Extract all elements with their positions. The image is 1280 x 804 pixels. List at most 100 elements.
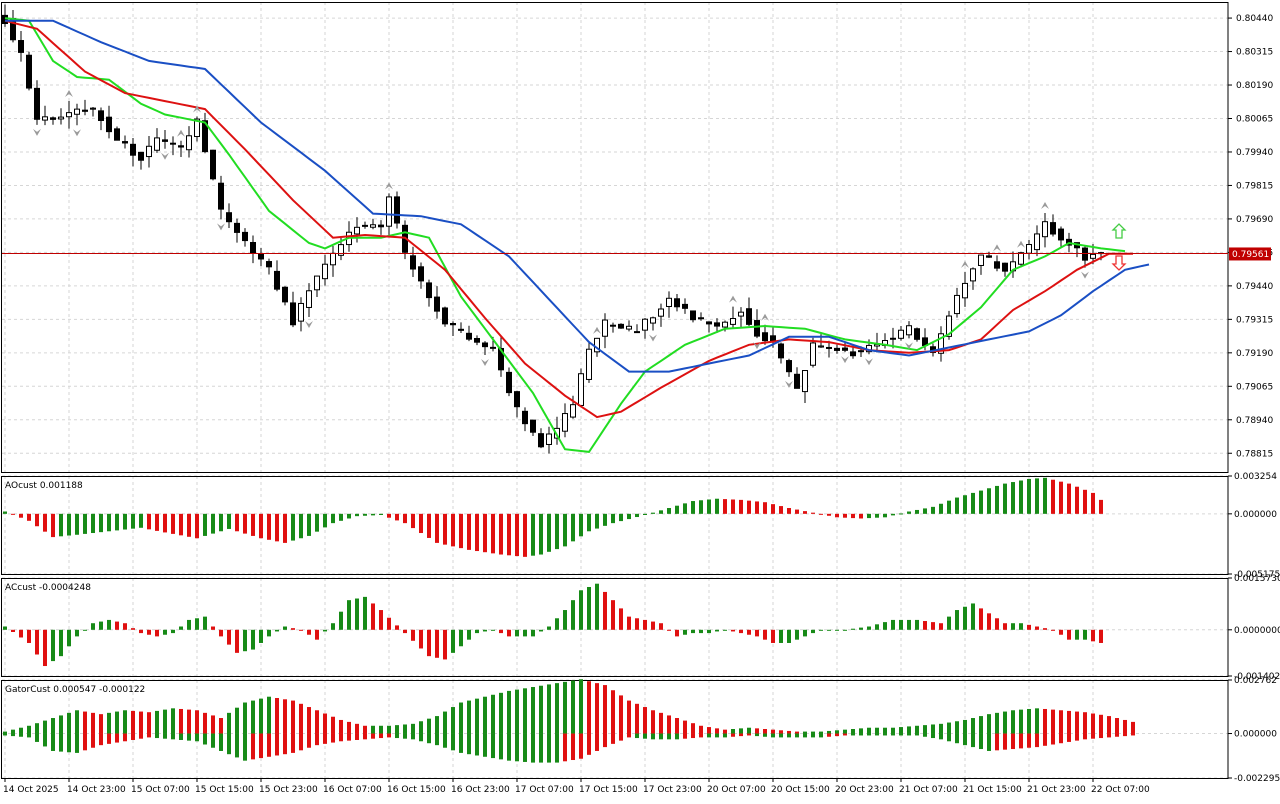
accust-bar [747,629,751,635]
candle [162,129,168,149]
aocust-bar [707,499,711,514]
gatorcust-bar [771,729,775,734]
accust-bar [1011,623,1015,630]
accust-bar [691,629,695,634]
accust-bar [27,629,31,643]
gatorcust-bar [451,707,455,734]
aocust-bar [627,513,631,520]
aocust-bar [1091,492,1095,514]
gatorcust-bar [219,718,223,734]
aocust-bar [59,513,63,537]
gatorcust-bar [1107,733,1111,738]
candle [370,218,376,230]
candle-body-bear [50,117,56,120]
accust-bar [619,608,623,630]
accust-bar [539,629,543,632]
accust-bar [707,629,711,634]
accust-bar [883,622,887,630]
aocust-bar [75,513,79,535]
candle-body-bear [746,308,752,325]
gatorcust-bar [867,727,871,734]
accust-bar [107,619,111,630]
aocust-bar [475,513,479,552]
candle-body-bear [394,196,400,224]
candle [42,105,48,126]
aocust-bar [507,513,511,556]
aocust-bar [243,513,247,534]
candle-body-bull [898,329,904,339]
aocust-bar [835,513,839,518]
candle-body-bull [938,333,944,354]
gatorcust-bar [587,733,591,755]
gatorcust-bar [915,733,919,736]
gatorcust-bar [139,711,143,734]
accust-bar [1075,629,1079,640]
candle-body-bull [386,196,392,227]
candle-body-bull [1026,244,1032,254]
panel-frames [1,2,1229,779]
fractal-up-icon [193,105,201,113]
gatorcust-bar [459,702,463,734]
accust-bar [219,629,223,637]
gatorcust-bar [1043,708,1047,734]
accust-bar [907,619,911,630]
gatorcust-bar [75,733,79,753]
candle-body-bear [202,120,208,153]
candle [642,318,648,339]
candle [34,80,40,125]
gatorcust-bar [1027,708,1031,734]
fractal-down-icon [785,380,793,388]
gatorcust-bar [923,733,927,737]
candle [458,322,464,333]
aocust-bar [451,513,455,547]
gatorcust-bar [739,728,743,734]
aocust-bar [331,513,335,524]
gatorcust-bar [779,733,783,738]
candle-body-bear [682,303,688,309]
candle-body-bear [130,143,136,156]
aocust-bar [443,513,447,545]
candle-body-bull [490,346,496,349]
accust-bar [171,629,175,634]
gatorcust-bar [299,703,303,734]
gatorcust-bar [27,733,31,738]
panel-frame-price [1,2,1229,473]
accust-bar [595,583,599,630]
candle [1026,239,1032,260]
candle-body-bear [1082,247,1088,261]
aocust-bar [883,513,887,518]
gatorcust-bar [1059,710,1063,734]
candle-body-bear [794,373,800,389]
ma-mid-line [4,19,1133,419]
gatorcust-bar [651,733,655,740]
gatorcust-bar [643,707,647,734]
accust-bar [651,621,655,630]
gatorcust-bar [667,715,671,734]
aocust-bar [547,513,551,552]
gatorcust-bar [99,733,103,746]
accust-bar [827,629,831,631]
candle [146,135,152,168]
accust-bar [987,613,991,630]
gatorcust-bar [99,714,103,734]
accust-bar [419,629,423,649]
candle [1010,251,1016,278]
accust-bar [675,629,679,637]
gatorcust-bar [963,733,967,746]
accust-bar [819,629,823,631]
candle-body-bear [138,151,144,161]
aocust-bar [299,513,303,539]
gatorcust-bar [1123,719,1127,734]
candle [18,31,24,62]
gatorcust-bar [211,733,215,748]
candle-body-bear [850,351,856,357]
aocust-bar [251,513,255,536]
gatorcust-bar [1051,709,1055,734]
gatorcust-bar [595,683,599,734]
aocust-bar [923,508,927,514]
candle-body-bear [778,343,784,359]
candle [962,271,968,307]
x-tick-label: 17 Oct 23:00 [643,785,702,795]
